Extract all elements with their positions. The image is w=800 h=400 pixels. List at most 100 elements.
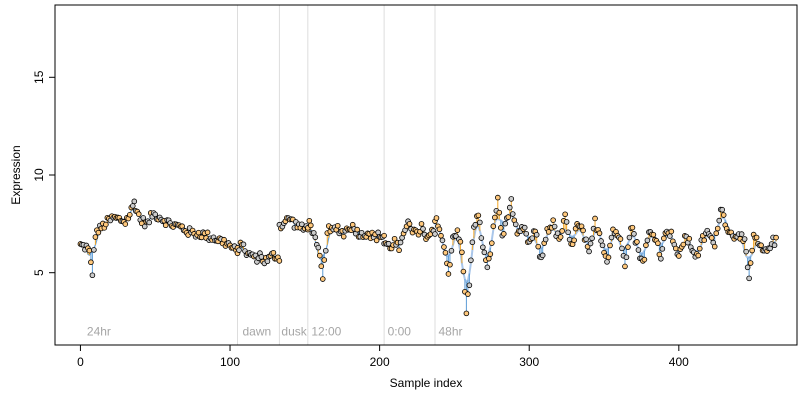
data-point	[643, 242, 649, 249]
data-point	[480, 244, 486, 251]
data-point	[539, 252, 546, 259]
data-point	[696, 245, 703, 252]
data-point	[554, 230, 561, 236]
data-point	[86, 247, 93, 254]
data-point	[713, 230, 720, 237]
data-point	[500, 231, 507, 237]
data-point	[676, 253, 682, 259]
data-point	[502, 220, 509, 227]
data-point	[306, 217, 313, 224]
data-point	[587, 240, 594, 247]
data-point	[129, 203, 136, 209]
annotation-label: 12:00	[311, 324, 341, 338]
data-point	[622, 263, 628, 270]
data-point	[580, 227, 586, 234]
annotation-label: 0:00	[388, 324, 412, 338]
data-point	[478, 235, 485, 241]
data-point	[506, 204, 513, 211]
data-point	[486, 255, 492, 262]
data-point	[529, 235, 536, 241]
data-point	[625, 244, 631, 250]
data-point	[634, 239, 640, 245]
data-point	[559, 228, 565, 234]
data-point	[619, 245, 625, 252]
data-point	[711, 243, 718, 250]
data-point	[738, 231, 745, 237]
data-point	[438, 232, 444, 239]
data-point	[673, 245, 679, 252]
data-point	[396, 247, 402, 254]
data-point	[658, 255, 664, 262]
data-point	[586, 248, 592, 255]
data-point	[445, 271, 452, 277]
data-point	[562, 211, 568, 218]
data-point	[89, 272, 96, 279]
data-point	[316, 252, 323, 259]
data-point	[88, 259, 94, 266]
data-point	[318, 263, 325, 270]
data-point	[641, 256, 648, 263]
data-point	[308, 222, 314, 229]
data-point	[468, 257, 474, 264]
data-point	[629, 224, 636, 231]
data-point	[523, 230, 530, 237]
x-tick-label: 200	[370, 355, 390, 369]
data-point	[644, 237, 651, 244]
data-point	[714, 225, 721, 232]
y-axis-title: Expression	[9, 145, 23, 204]
data-point	[487, 251, 494, 257]
data-point	[773, 234, 779, 241]
data-point	[270, 249, 277, 256]
x-axis: 0 100 200 300 400	[77, 344, 689, 369]
data-point	[264, 258, 271, 265]
data-point	[720, 212, 727, 218]
data-point	[512, 221, 519, 228]
data-point	[195, 229, 202, 236]
data-point	[489, 240, 495, 246]
data-point	[550, 217, 556, 223]
data-point	[571, 237, 577, 244]
data-point	[604, 259, 610, 265]
x-tick-label: 0	[77, 355, 84, 369]
data-point	[240, 241, 247, 248]
y-tick-label: 10	[32, 168, 46, 182]
data-point	[617, 236, 624, 242]
data-point	[299, 221, 305, 228]
data-point	[141, 223, 148, 230]
data-point	[592, 215, 598, 222]
data-point	[146, 219, 153, 226]
data-point	[433, 215, 440, 221]
data-point	[596, 230, 603, 237]
data-point	[492, 214, 498, 221]
data-point	[469, 239, 476, 246]
data-point	[626, 234, 633, 241]
data-point	[668, 228, 675, 235]
data-point	[741, 236, 748, 242]
data-point	[92, 234, 99, 240]
data-point	[319, 276, 326, 282]
data-points	[77, 194, 779, 317]
data-point	[497, 225, 504, 231]
data-point	[743, 248, 749, 255]
data-point	[505, 214, 512, 220]
data-point	[496, 209, 503, 216]
data-point	[385, 240, 392, 247]
data-point	[391, 235, 398, 242]
data-point	[650, 231, 657, 238]
data-point	[680, 241, 687, 248]
data-point	[635, 247, 642, 253]
data-point	[659, 246, 666, 252]
data-point	[463, 310, 470, 317]
data-point	[258, 254, 265, 260]
data-point	[744, 264, 751, 271]
data-point	[442, 249, 449, 256]
data-point	[162, 222, 169, 229]
data-point	[373, 237, 380, 244]
data-point	[312, 234, 319, 241]
data-point	[753, 234, 760, 241]
data-point	[221, 236, 227, 243]
data-point	[746, 275, 752, 282]
data-point	[131, 198, 138, 205]
data-point	[95, 229, 102, 236]
